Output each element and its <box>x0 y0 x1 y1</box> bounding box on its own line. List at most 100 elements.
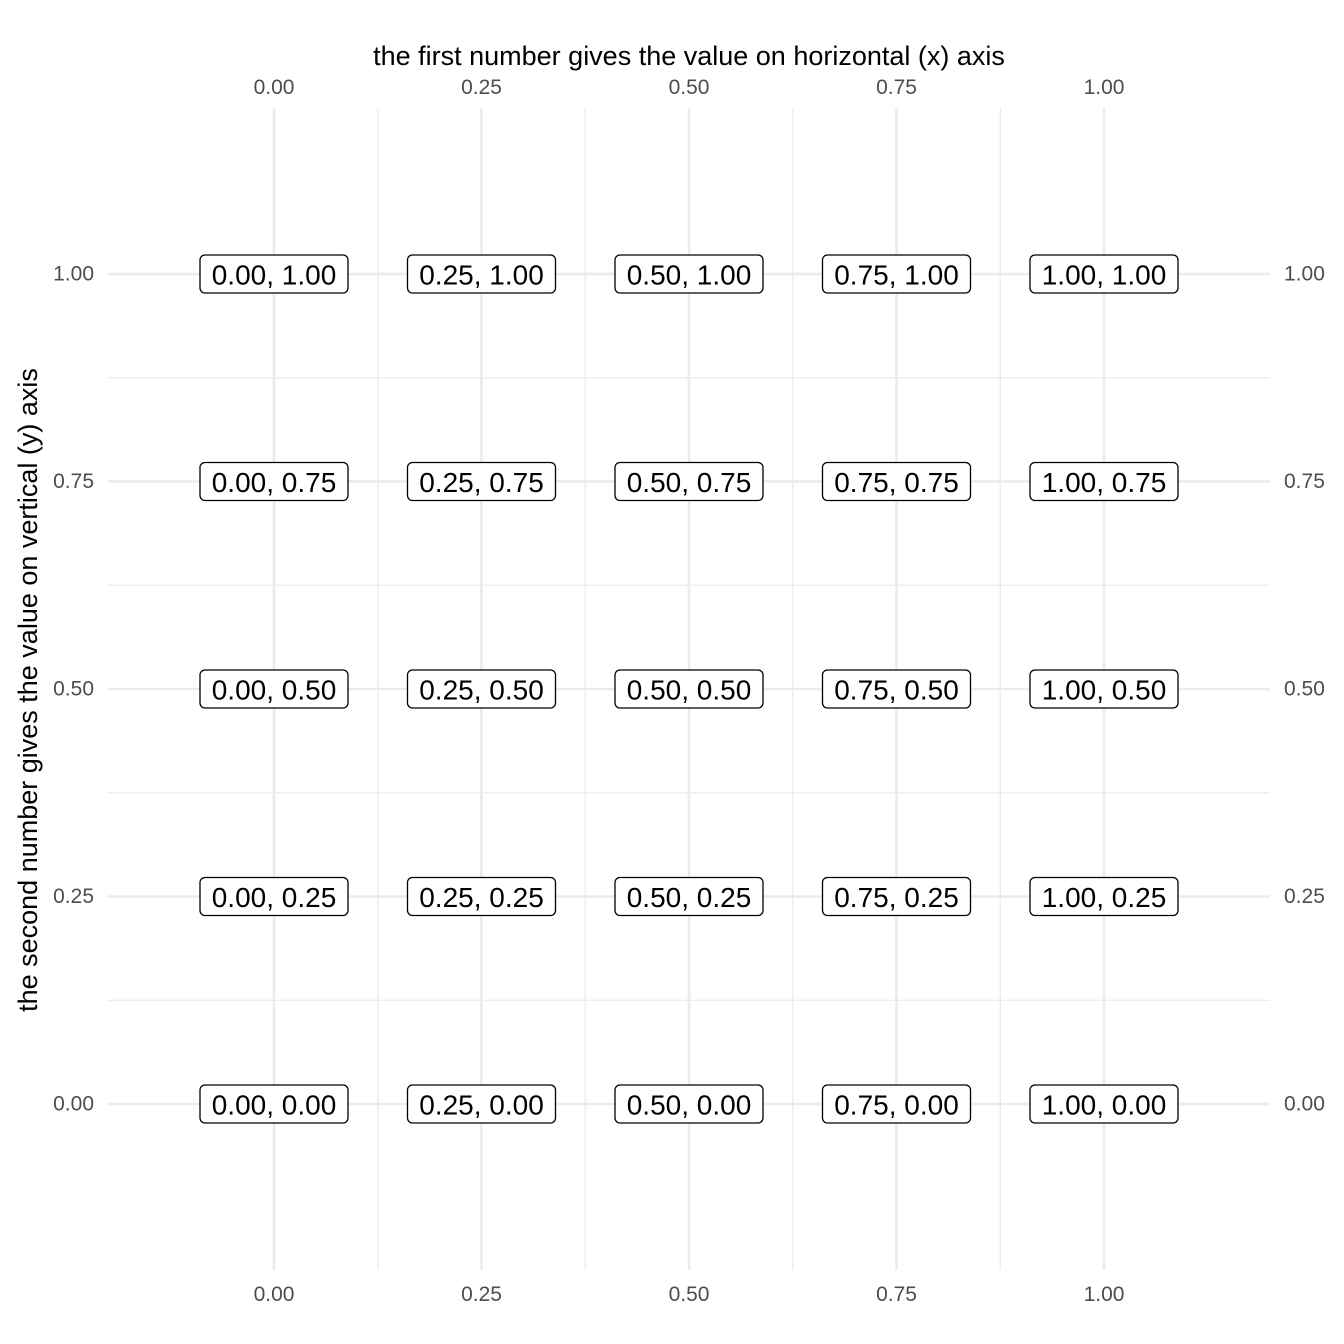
y-tick-label-right: 0.00 <box>1284 1093 1325 1116</box>
point-label: 0.75, 0.00 <box>821 1084 972 1124</box>
y-tick-label-right: 0.50 <box>1284 678 1325 701</box>
point-label-text: 1.00, 1.00 <box>1042 260 1167 291</box>
point-label-box <box>1029 669 1179 709</box>
point-label-box <box>199 254 349 294</box>
point-label-box <box>821 876 972 917</box>
point-label: 0.00, 0.50 <box>199 669 349 709</box>
point-label-box <box>406 876 557 917</box>
point-label-text: 0.75, 0.25 <box>834 882 959 913</box>
y-tick-label-left: 0.75 <box>53 470 94 493</box>
point-label: 0.75, 0.50 <box>821 669 972 709</box>
point-label-box <box>614 876 764 917</box>
point-label: 0.00, 1.00 <box>199 254 349 294</box>
point-label: 0.25, 0.75 <box>406 461 557 502</box>
point-label-box <box>1029 254 1179 294</box>
point-label-text: 1.00, 0.00 <box>1042 1090 1167 1121</box>
x-tick-label-bottom: 0.75 <box>876 1283 917 1306</box>
x-tick-label-bottom: 0.50 <box>669 1283 710 1306</box>
point-label-text: 0.50, 0.00 <box>627 1090 752 1121</box>
point-label-box <box>406 461 557 502</box>
point-label: 0.25, 0.25 <box>406 876 557 917</box>
x-tick-label-top: 0.75 <box>876 76 917 99</box>
point-label: 0.00, 0.00 <box>199 1084 349 1124</box>
point-label: 0.75, 0.25 <box>821 876 972 917</box>
y-axis-title: the second number gives the value on ver… <box>13 368 43 1012</box>
point-label-box <box>614 1084 764 1124</box>
point-label-text: 1.00, 0.25 <box>1042 882 1167 913</box>
point-label-text: 0.25, 0.25 <box>419 882 544 913</box>
x-tick-label-top: 0.25 <box>461 76 502 99</box>
point-label-text: 0.25, 1.00 <box>419 260 544 291</box>
point-label-box <box>614 254 764 294</box>
y-tick-label-left: 0.25 <box>53 885 94 908</box>
point-label-box <box>821 669 972 709</box>
point-label-text: 0.50, 0.75 <box>627 467 752 498</box>
point-label-box <box>821 254 972 294</box>
point-label: 1.00, 0.00 <box>1029 1084 1179 1124</box>
point-label-text: 0.00, 1.00 <box>212 260 337 291</box>
y-tick-label-left: 0.00 <box>53 1093 94 1116</box>
x-tick-label-bottom: 1.00 <box>1084 1283 1125 1306</box>
point-label-box <box>1029 876 1179 917</box>
point-label-text: 0.00, 0.00 <box>212 1090 337 1121</box>
point-label: 0.75, 1.00 <box>821 254 972 294</box>
point-label: 0.50, 1.00 <box>614 254 764 294</box>
point-label-box <box>406 254 557 294</box>
point-label: 1.00, 0.75 <box>1029 461 1179 502</box>
point-label-box <box>199 669 349 709</box>
tick-labels: 0.00 0.00 0.25 0.25 0.50 0.50 0.75 0.75 1.00 1.00… <box>53 76 1325 1306</box>
point-label: 0.25, 1.00 <box>406 254 557 294</box>
point-label-text: 0.75, 1.00 <box>834 260 959 291</box>
y-tick-label-left: 1.00 <box>53 263 94 286</box>
point-label-text: 0.75, 0.50 <box>834 675 959 706</box>
y-tick-label-left: 0.50 <box>53 678 94 701</box>
point-label-box <box>614 461 764 502</box>
point-label: 0.50, 0.00 <box>614 1084 764 1124</box>
point-labels: 0.00, 1.00 0.25, 1.00 0.50, 1.00 0.75, 1.00… <box>199 254 1179 1124</box>
point-label-box <box>199 1084 349 1124</box>
point-label-text: 0.25, 0.75 <box>419 467 544 498</box>
point-label-text: 0.25, 0.00 <box>419 1090 544 1121</box>
point-label-text: 1.00, 0.75 <box>1042 467 1167 498</box>
point-label: 1.00, 0.25 <box>1029 876 1179 917</box>
point-label: 1.00, 1.00 <box>1029 254 1179 294</box>
point-label: 0.50, 0.25 <box>614 876 764 917</box>
point-label-text: 0.75, 0.75 <box>834 467 959 498</box>
point-label-text: 0.00, 0.50 <box>212 675 337 706</box>
x-tick-label-bottom: 0.00 <box>254 1283 295 1306</box>
point-label-box <box>821 461 972 502</box>
y-tick-label-right: 1.00 <box>1284 263 1325 286</box>
point-label-text: 0.25, 0.50 <box>419 675 544 706</box>
point-label-box <box>406 669 557 709</box>
point-label-text: 0.75, 0.00 <box>834 1090 959 1121</box>
y-tick-label-right: 0.75 <box>1284 470 1325 493</box>
point-label-box <box>1029 461 1179 502</box>
point-label: 0.50, 0.50 <box>614 669 764 709</box>
point-label-text: 0.50, 0.25 <box>627 882 752 913</box>
point-label-box <box>1029 1084 1179 1124</box>
point-label-text: 0.50, 1.00 <box>627 260 752 291</box>
point-label-box <box>199 876 349 917</box>
point-label: 0.25, 0.50 <box>406 669 557 709</box>
x-tick-label-top: 0.50 <box>669 76 710 99</box>
point-label: 1.00, 0.50 <box>1029 669 1179 709</box>
y-tick-label-right: 0.25 <box>1284 885 1325 908</box>
point-label: 0.00, 0.25 <box>199 876 349 917</box>
point-label-box <box>821 1084 972 1124</box>
point-label-text: 0.50, 0.50 <box>627 675 752 706</box>
point-label-text: 1.00, 0.50 <box>1042 675 1167 706</box>
x-tick-label-bottom: 0.25 <box>461 1283 502 1306</box>
point-label-text: 0.00, 0.75 <box>212 467 337 498</box>
point-label-box <box>614 669 764 709</box>
point-label-box <box>406 1084 557 1124</box>
point-label-box <box>199 461 349 502</box>
point-label: 0.75, 0.75 <box>821 461 972 502</box>
x-tick-label-top: 0.00 <box>254 76 295 99</box>
x-axis-title: the first number gives the value on hori… <box>373 41 1005 71</box>
point-label-text: 0.00, 0.25 <box>212 882 337 913</box>
point-label: 0.25, 0.00 <box>406 1084 557 1124</box>
point-label: 0.00, 0.75 <box>199 461 349 502</box>
x-tick-label-top: 1.00 <box>1084 76 1125 99</box>
point-label: 0.50, 0.75 <box>614 461 764 502</box>
